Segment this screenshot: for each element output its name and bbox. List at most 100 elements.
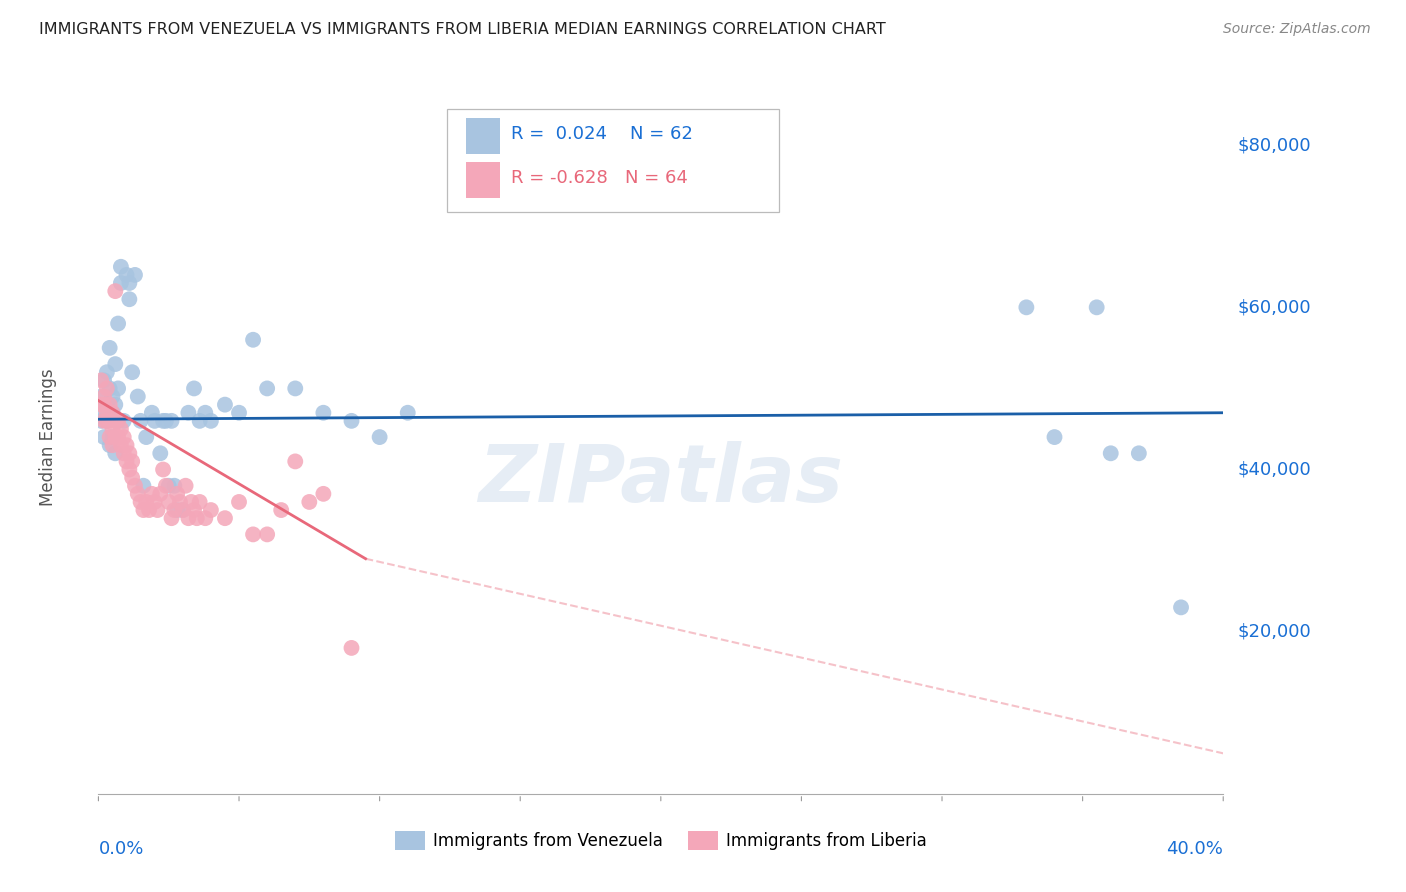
Point (340, 414, 363, 428)
Point (112, 446, 135, 460)
Point (284, 381, 307, 395)
Point (312, 406, 335, 420)
Point (396, 406, 419, 420)
Point (152, 462, 174, 476)
Point (96, 406, 118, 420)
Point (124, 479, 146, 493)
Point (242, 527, 264, 541)
Bar (467, 162, 501, 198)
Point (143, 495, 166, 509)
Point (188, 495, 211, 509)
Point (183, 503, 205, 517)
Point (104, 414, 127, 428)
Point (157, 479, 180, 493)
Point (96, 365, 118, 379)
Point (93, 390, 115, 404)
Point (115, 454, 138, 468)
Point (312, 487, 335, 501)
Text: $20,000: $20,000 (1237, 623, 1310, 640)
Point (110, 260, 132, 274)
Text: $40,000: $40,000 (1237, 460, 1310, 478)
Point (256, 381, 278, 395)
Point (270, 503, 292, 517)
Point (188, 414, 211, 428)
Text: R = -0.628   N = 64: R = -0.628 N = 64 (512, 169, 688, 187)
Point (127, 487, 149, 501)
Point (135, 495, 157, 509)
Point (155, 414, 177, 428)
Point (93, 406, 115, 420)
Point (104, 430, 127, 444)
Point (155, 479, 177, 493)
Point (194, 511, 217, 525)
Point (166, 503, 188, 517)
Point (121, 470, 143, 484)
Point (107, 430, 129, 444)
Point (141, 487, 163, 501)
Point (172, 503, 194, 517)
Point (118, 446, 141, 460)
Point (107, 317, 129, 331)
Point (112, 414, 135, 428)
Point (104, 398, 127, 412)
Point (228, 406, 250, 420)
Point (127, 390, 149, 404)
Point (101, 406, 124, 420)
Point (166, 487, 188, 501)
Point (93, 430, 115, 444)
Point (1099, 446, 1122, 460)
Text: $60,000: $60,000 (1237, 298, 1310, 317)
Point (174, 479, 197, 493)
Point (96, 414, 118, 428)
Point (121, 365, 143, 379)
Text: R =  0.024    N = 62: R = 0.024 N = 62 (512, 125, 693, 143)
Point (152, 414, 174, 428)
Point (163, 503, 186, 517)
Bar (467, 118, 501, 153)
Point (214, 398, 236, 412)
Text: 40.0%: 40.0% (1167, 840, 1223, 858)
Point (177, 511, 200, 525)
Point (101, 430, 124, 444)
Point (110, 422, 132, 436)
Point (149, 446, 172, 460)
Point (121, 454, 143, 468)
Point (132, 479, 155, 493)
Point (169, 495, 191, 509)
Point (98, 414, 121, 428)
Point (118, 292, 141, 306)
Point (138, 503, 160, 517)
Point (110, 438, 132, 452)
Point (172, 503, 194, 517)
Point (214, 511, 236, 525)
Point (93, 373, 115, 387)
Point (242, 333, 264, 347)
Point (1043, 430, 1066, 444)
Point (1015, 301, 1038, 315)
Point (104, 284, 127, 298)
Text: $80,000: $80,000 (1237, 136, 1310, 154)
Point (180, 495, 202, 509)
Text: Median Earnings: Median Earnings (39, 368, 56, 506)
Point (96, 381, 118, 395)
Point (93, 398, 115, 412)
Point (90, 373, 112, 387)
Point (163, 479, 186, 493)
Point (256, 527, 278, 541)
Point (90, 414, 112, 428)
Point (157, 495, 180, 509)
Point (93, 414, 115, 428)
Point (118, 462, 141, 476)
Point (104, 357, 127, 371)
Text: ZIPatlas: ZIPatlas (478, 441, 844, 519)
Point (110, 276, 132, 290)
Point (228, 495, 250, 509)
Point (194, 406, 217, 420)
Point (1170, 600, 1192, 615)
Point (118, 276, 141, 290)
Point (98, 438, 121, 452)
Text: IMMIGRANTS FROM VENEZUELA VS IMMIGRANTS FROM LIBERIA MEDIAN EARNINGS CORRELATION: IMMIGRANTS FROM VENEZUELA VS IMMIGRANTS … (39, 22, 886, 37)
Point (200, 503, 222, 517)
Point (200, 414, 222, 428)
Point (115, 268, 138, 282)
